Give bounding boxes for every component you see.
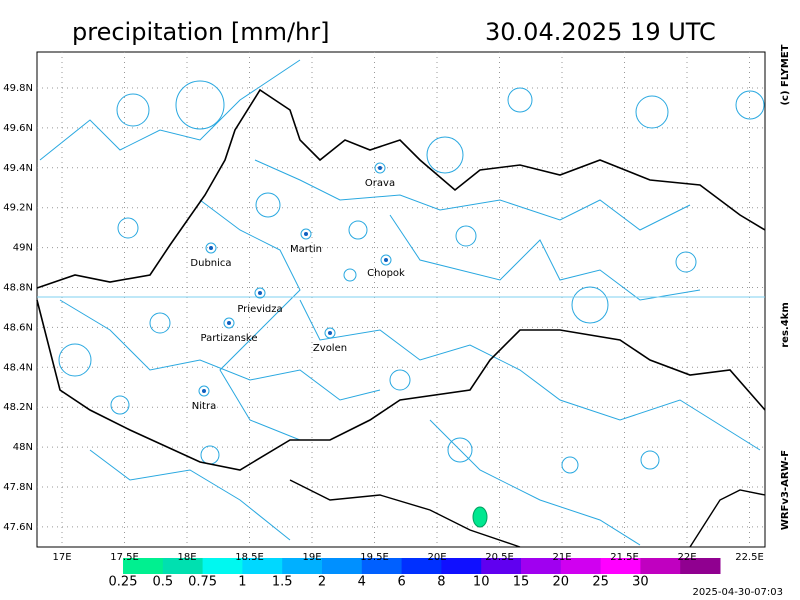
lon-tick-label: 20.5E [485,552,514,563]
city-label: Partizanske [200,333,257,344]
lat-tick-label: 47.6N [3,522,33,533]
lat-tick-label: 49.4N [3,163,33,174]
city-marker [374,162,386,174]
lat-tick-label: 49.2N [3,203,33,214]
legend-swatch [282,558,323,574]
legend-swatch [242,558,283,574]
city-dot [202,389,206,393]
lon-tick-label: 21.5E [610,552,639,563]
border [689,489,766,548]
resolution: res.4km [780,302,791,348]
border [289,479,521,548]
legend-swatch [361,558,403,574]
legend-swatch [441,558,482,574]
legend-swatch [202,558,243,574]
contours [37,59,765,546]
lon-tick-label: 17E [52,552,71,563]
city-dot [258,291,262,295]
copyright: (c) FLYMET [780,44,791,105]
legend-label: 10 [473,575,490,590]
lon-tick-label: 19E [302,552,321,563]
city-dot [227,321,231,325]
city-dot [328,331,332,335]
city-label: Zvolen [313,343,347,354]
model: WRFv3-ARW-F [780,450,791,530]
city-label: Nitra [192,401,216,412]
city-label: Martin [290,244,322,255]
legend: 0.25 0.5 0.75 1 1.5 2 4 6 8 10 15 20 25 30 [109,558,721,590]
city-label: Prievidza [237,304,282,315]
city-marker [380,254,392,266]
legend-label: 25 [592,575,609,590]
city-marker [324,327,336,339]
lon-tick-label: 22E [677,552,696,563]
lon-tick-label: 17.5E [110,552,139,563]
legend-label: 8 [437,575,445,590]
border [36,299,766,471]
city-marker [198,385,210,397]
legend-swatch [162,558,204,574]
timestamp: 2025-04-30-07:03 [692,587,783,598]
lon-tick-label: 18E [177,552,196,563]
city-dot [209,246,213,250]
legend-label: 0.5 [152,575,173,590]
lat-tick-label: 48.6N [3,322,33,333]
lat-tick-label: 48.2N [3,402,33,413]
legend-swatch [560,558,602,574]
city-marker [205,242,217,254]
city-label: Orava [365,178,395,189]
city-label: Dubnica [190,258,231,269]
border [36,88,766,289]
city-dot [304,232,308,236]
title: precipitation [mm/hr] [72,18,329,46]
lat-tick-label: 48.4N [3,362,33,373]
legend-label: 0.75 [188,575,217,590]
legend-swatch [680,558,721,574]
city-dot [384,258,388,262]
lat-tick-label: 49.8N [3,83,33,94]
city-dot [378,166,382,170]
legend-label: 6 [397,575,405,590]
legend-label: 15 [513,575,530,590]
legend-label: 1.5 [272,575,293,590]
legend-swatch [521,558,562,574]
lon-tick-label: 18.5E [235,552,264,563]
lon-tick-label: 20E [427,552,446,563]
lat-tick-label: 48N [13,442,33,453]
legend-label: 4 [358,575,366,590]
legend-label: 2 [318,575,326,590]
legend-label: 0.25 [109,575,138,590]
legend-label: 30 [632,575,649,590]
lat-tick-label: 49N [13,243,33,254]
legend-swatch [600,558,641,574]
legend-swatch [401,558,442,574]
lon-tick-label: 19.5E [360,552,389,563]
legend-swatch [640,558,681,574]
legend-swatch [481,558,522,574]
city-label: Chopok [367,268,405,279]
city-marker [254,287,266,299]
city-marker [300,228,312,240]
legend-label: 20 [553,575,570,590]
lat-tick-label: 48.8N [3,283,33,294]
lon-tick-label: 22.5E [735,552,764,563]
lon-tick-label: 21E [552,552,571,563]
precip-area [472,506,488,528]
legend-swatch [123,558,164,574]
lat-tick-label: 47.8N [3,482,33,493]
map-frame [36,51,766,548]
valid-time: 30.04.2025 19 UTC [485,18,716,46]
city-marker [223,317,235,329]
legend-swatch [322,558,363,574]
legend-label: 1 [238,575,246,590]
lat-tick-label: 49.6N [3,123,33,134]
